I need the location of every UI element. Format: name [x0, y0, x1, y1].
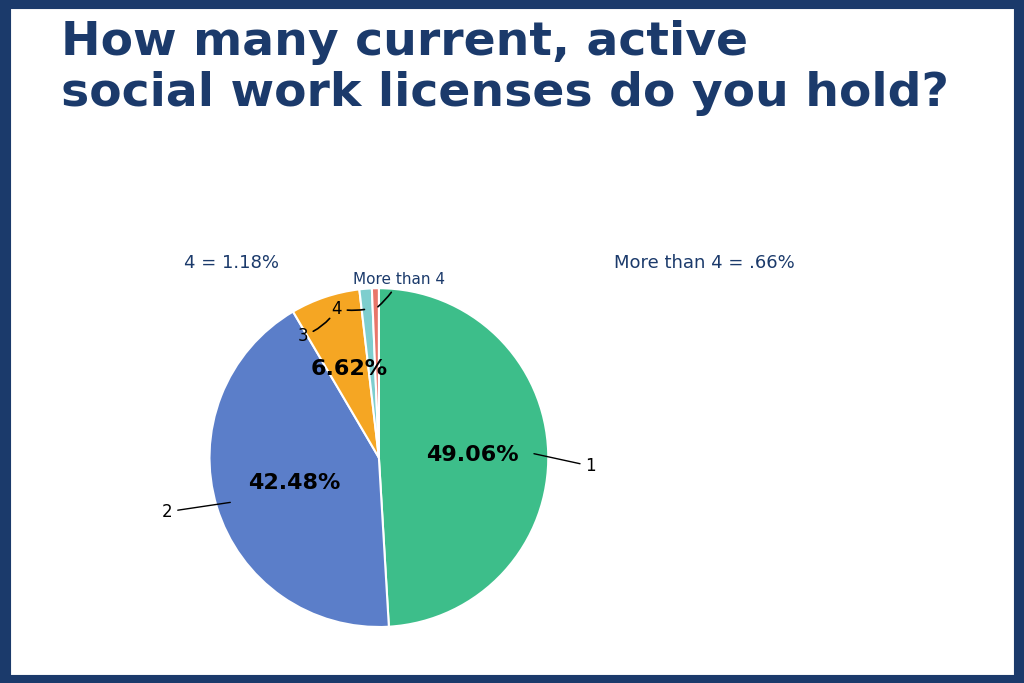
Text: 6.62%: 6.62%	[310, 359, 388, 379]
Wedge shape	[359, 288, 379, 458]
Text: 4: 4	[332, 300, 365, 318]
Wedge shape	[379, 288, 548, 627]
Text: How many current, active
social work licenses do you hold?: How many current, active social work lic…	[61, 20, 949, 115]
Text: 3: 3	[297, 318, 330, 345]
Text: 4 = 1.18%: 4 = 1.18%	[184, 254, 280, 272]
Text: 49.06%: 49.06%	[426, 445, 518, 465]
Text: 42.48%: 42.48%	[249, 473, 341, 493]
Wedge shape	[210, 311, 389, 627]
Text: More than 4 = .66%: More than 4 = .66%	[614, 254, 796, 272]
Text: More than 4: More than 4	[353, 273, 445, 307]
Wedge shape	[293, 290, 379, 458]
Wedge shape	[372, 288, 379, 458]
Text: 1: 1	[534, 454, 596, 475]
Text: 2: 2	[162, 503, 230, 521]
